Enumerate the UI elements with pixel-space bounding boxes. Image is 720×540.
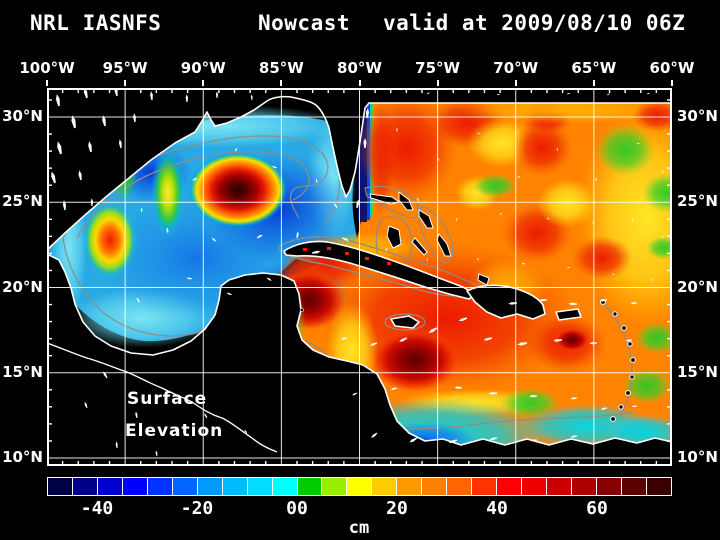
lat-tick-label: 10°N (677, 448, 718, 466)
lon-tick-label: 60°W (649, 59, 695, 77)
lon-tick-label: 100°W (19, 59, 75, 77)
colorbar-cell (372, 478, 397, 495)
colorbar-cell (646, 478, 671, 495)
bahamas-islands (369, 191, 490, 286)
colorbar-tick-label: -40 (80, 498, 114, 519)
cayman-island (299, 307, 304, 312)
colorbar-cell (272, 478, 297, 495)
colorbar-cell (596, 478, 621, 495)
colorbar-cell (322, 478, 347, 495)
overlay-label-line1: Surface (127, 389, 207, 409)
puerto-rico-island (555, 308, 582, 321)
lat-tick-label: 15°N (2, 362, 43, 381)
colorbar-cell (497, 478, 522, 495)
lon-tick-label: 95°W (102, 59, 148, 77)
lon-tick-mark (202, 80, 205, 86)
pacific-coastline (46, 342, 278, 453)
lat-tick-label: 30°N (677, 107, 718, 125)
overlay-label-line2: Elevation (125, 421, 223, 441)
colorbar-cell (572, 478, 596, 495)
colorbar-cell (197, 478, 222, 495)
colorbar (47, 477, 672, 496)
colorbar-tick-label: -20 (180, 498, 214, 519)
lon-tick-label: 75°W (415, 59, 461, 77)
map-svg: Surface Elevation (46, 85, 717, 474)
lon-tick-mark (592, 80, 595, 86)
lon-tick-mark (124, 80, 127, 86)
hispaniola-island (466, 284, 546, 320)
lon-tick-mark (46, 80, 48, 86)
colorbar-cell (347, 478, 372, 495)
lon-tick-label: 65°W (571, 59, 617, 77)
jamaica-island (390, 315, 420, 329)
title-valid: valid at 2009/08/10 06Z (383, 11, 686, 35)
lon-tick-label: 85°W (258, 59, 304, 77)
title-model: NRL IASNFS (30, 11, 162, 35)
cuba-wet-speckles (303, 247, 391, 265)
cuba-island (283, 240, 476, 300)
colorbar-cell (297, 478, 322, 495)
colorbar-cell (422, 478, 447, 495)
colorbar-cell (147, 478, 172, 495)
lon-tick-mark (280, 80, 283, 86)
colorbar-cell (72, 478, 97, 495)
lon-tick-label: 90°W (180, 59, 226, 77)
colorbar-cell (447, 478, 472, 495)
lon-tick-mark (436, 80, 439, 86)
lat-tick-label: 15°N (677, 362, 718, 381)
colorbar-cell (48, 478, 72, 495)
lat-tick-label: 30°N (2, 107, 43, 125)
lon-tick-mark (358, 80, 361, 86)
lat-tick-label: 25°N (677, 192, 718, 211)
colorbar-cell (397, 478, 422, 495)
lon-tick-mark (514, 80, 517, 86)
lat-tick-label: 25°N (2, 192, 43, 211)
colorbar-cell (172, 478, 197, 495)
map-panel: Surface Elevation (46, 85, 717, 474)
lon-tick-label: 70°W (493, 59, 539, 77)
colorbar-cell (522, 478, 547, 495)
colorbar-cell (97, 478, 122, 495)
colorbar-tick-label: 60 (586, 498, 608, 519)
lon-tick-label: 80°W (337, 59, 382, 77)
colorbar-cell (547, 478, 572, 495)
colorbar-cell (247, 478, 272, 495)
lon-tick-mark (671, 80, 673, 86)
colorbar-cell (122, 478, 147, 495)
colorbar-tick-label: 00 (286, 498, 308, 519)
lat-tick-label: 20°N (2, 277, 43, 296)
title-product: Nowcast (258, 11, 351, 35)
lat-tick-label: 20°N (677, 277, 718, 296)
map-border (47, 88, 672, 466)
gridlines (47, 88, 672, 466)
colorbar-tick-label: 40 (486, 498, 508, 519)
colorbar-cell (222, 478, 247, 495)
lat-tick-label: 10°N (2, 448, 43, 466)
colorbar-cell (472, 478, 497, 495)
colorbar-cell (621, 478, 646, 495)
colorbar-tick-label: 20 (386, 498, 408, 519)
colorbar-unit-label: cm (348, 518, 370, 538)
